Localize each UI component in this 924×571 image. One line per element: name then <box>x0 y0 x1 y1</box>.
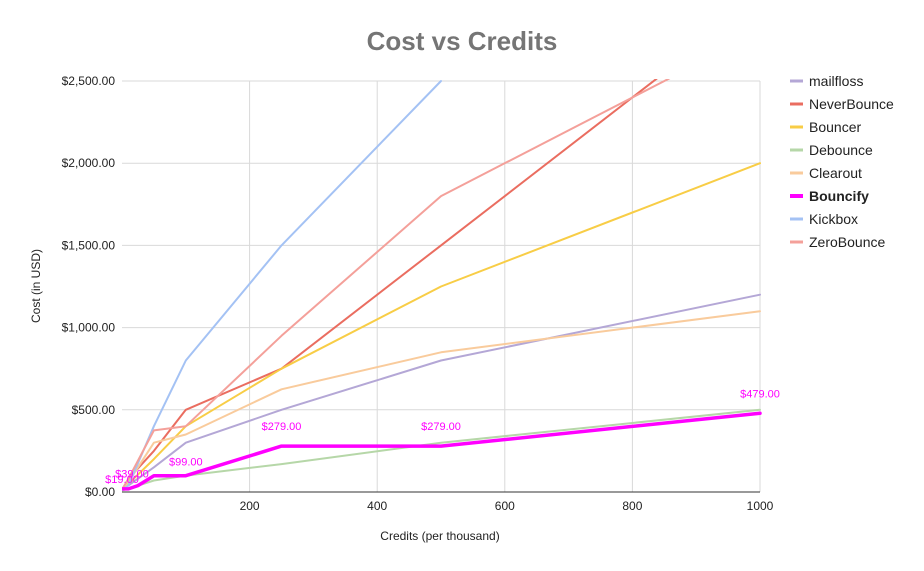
y-tick-label: $2,500.00 <box>62 74 116 88</box>
legend-item-neverbounce: NeverBounce <box>790 96 894 112</box>
legend-item-zerobounce: ZeroBounce <box>790 234 885 250</box>
legend-label: Debounce <box>809 142 873 158</box>
legend-label: NeverBounce <box>809 96 894 112</box>
x-tick-label: 800 <box>622 499 642 513</box>
y-tick-label: $2,000.00 <box>62 156 116 170</box>
series-line-kickbox <box>122 80 442 492</box>
x-tick-label: 600 <box>495 499 515 513</box>
data-label: $99.00 <box>169 457 203 469</box>
legend-item-clearout: Clearout <box>790 165 862 181</box>
legend-item-mailfloss: mailfloss <box>790 73 863 89</box>
y-tick-label: $500.00 <box>72 403 116 417</box>
x-tick-label: 1000 <box>747 499 774 513</box>
legend-item-debounce: Debounce <box>790 142 873 158</box>
legend-item-bouncer: Bouncer <box>790 119 861 135</box>
axes: $0.00 $500.00 $1,000.00 $1,500.00 $2,000.00 $… <box>62 74 774 513</box>
y-tick-label: $1,500.00 <box>62 238 116 252</box>
legend-label: Bouncer <box>809 119 861 135</box>
x-tick-label: 400 <box>367 499 387 513</box>
data-label: $19.00 <box>105 474 139 486</box>
legend-item-bouncify: Bouncify <box>790 188 869 204</box>
data-label: $479.00 <box>740 388 780 400</box>
data-label: $279.00 <box>262 421 302 433</box>
chart-title: Cost vs Credits <box>367 26 558 56</box>
series-lines <box>122 79 762 492</box>
x-axis-label: Credits (per thousand) <box>380 529 499 543</box>
legend: mailfloss NeverBounce Bouncer Debounce Clear… <box>790 73 894 250</box>
series-line-bouncify <box>122 411 762 491</box>
legend-label: Kickbox <box>809 211 858 227</box>
y-axis-label: Cost (in USD) <box>29 249 43 323</box>
series-line-bouncer <box>122 162 761 492</box>
series-line-zerobounce <box>122 79 671 491</box>
legend-label: Bouncify <box>809 188 869 204</box>
y-tick-label: $1,000.00 <box>62 321 116 335</box>
x-tick-label: 200 <box>240 499 260 513</box>
legend-label: mailfloss <box>809 73 863 89</box>
series-line-clearout <box>122 310 761 490</box>
data-label: $39.00 <box>115 469 149 481</box>
legend-label: Clearout <box>809 165 862 181</box>
data-label: $279.00 <box>421 421 461 433</box>
legend-item-kickbox: Kickbox <box>790 211 858 227</box>
legend-label: ZeroBounce <box>809 234 885 250</box>
y-tick-label: $0.00 <box>85 485 115 499</box>
data-labels: $19.00$39.00 $99.00 $279.00 $279.00 $479.00 <box>105 388 780 486</box>
